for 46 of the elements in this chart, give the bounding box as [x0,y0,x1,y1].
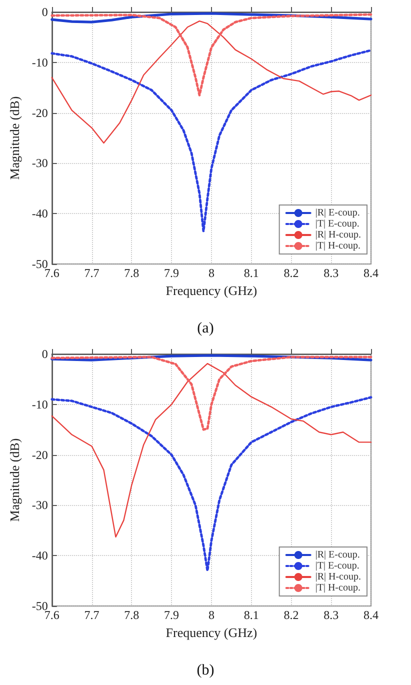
y-tick-label: -30 [32,156,48,170]
y-tick-label: -10 [32,55,48,70]
line-series [51,362,372,538]
line-series [51,20,372,144]
y-tick-label: -10 [32,397,48,412]
legend-label: |T| H-coup. [315,240,360,252]
legend-label: |R| E-coup. [315,550,360,560]
legend-label: |R| H-coup. [315,230,362,240]
x-tick-label: 7.7 [84,608,100,622]
x-tick-label: 8.2 [284,266,299,280]
x-tick-label: 8.3 [324,608,339,622]
x-tick-label: 7.9 [164,266,180,280]
legend-label: |T| H-coup. [315,582,360,594]
x-tick-label: 7.6 [44,266,60,280]
y-tick-label: -40 [32,548,48,563]
text: (b) [196,662,214,678]
y-axis-title: Magnitude (dB) [7,438,22,522]
legend-label: |T| E-coup. [315,560,360,572]
x-tick-label: 8.4 [364,266,378,280]
x-tick-label: 8.2 [284,608,299,622]
x-tick-label: 8.1 [244,608,259,622]
x-tick-label: 7.7 [84,266,100,280]
x-tick-label: 8 [208,608,214,622]
x-tick-label: 7.8 [124,266,140,280]
x-axis-title: Frequency (GHz) [166,282,258,298]
y-tick-label: -40 [32,206,48,221]
y-tick-label: -20 [32,106,48,120]
x-tick-label: 8.3 [324,266,339,280]
x-tick-label: 8.4 [364,608,378,622]
x-axis-title: Frequency (GHz) [166,624,258,640]
y-tick-label: 0 [42,347,48,361]
y-axis-title: Magnitude (dB) [7,96,22,180]
y-tick-label: -30 [32,498,48,512]
x-tick-label: 7.6 [44,608,60,622]
x-tick-label: 7.9 [164,608,180,622]
x-tick-label: 8.1 [244,266,259,280]
x-tick-label: 8 [208,266,214,280]
text: (a) [197,320,214,336]
line-series [50,396,372,572]
x-tick-label: 7.8 [124,608,140,622]
y-tick-label: 0 [42,5,48,19]
legend-label: |R| E-coup. [315,208,360,218]
y-tick-label: -20 [32,448,48,462]
legend-label: |R| H-coup. [315,572,362,582]
legend-label: |T| E-coup. [315,218,360,230]
line-series [50,49,372,232]
